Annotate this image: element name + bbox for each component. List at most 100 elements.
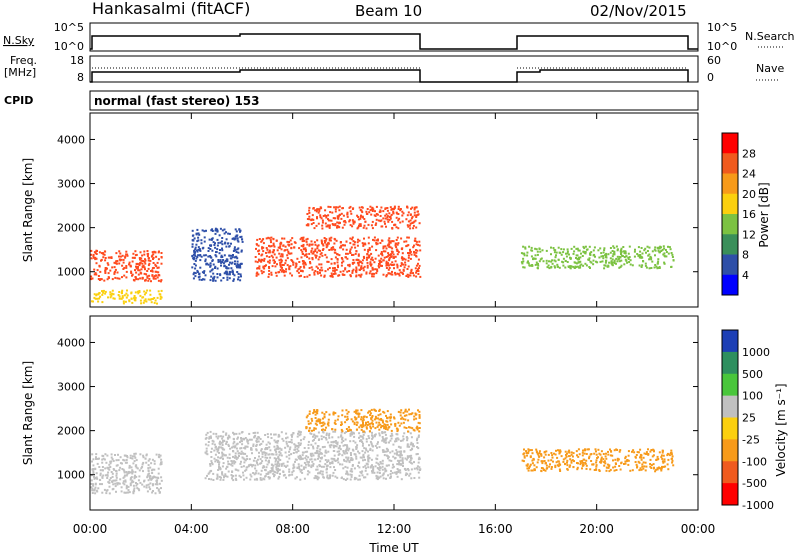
velocity-data-cell <box>156 479 159 482</box>
power-data-cell <box>361 262 364 265</box>
x-tick-label: 12:00 <box>377 522 412 536</box>
power-data-cell <box>413 214 416 217</box>
power-data-cell <box>348 219 351 222</box>
power-data-cell <box>209 265 212 268</box>
power-data-cell <box>131 256 134 259</box>
power-data-cell <box>213 275 216 278</box>
velocity-data-cell <box>267 453 270 456</box>
power-data-cell <box>320 240 323 243</box>
power-data-cell <box>409 219 412 222</box>
velocity-data-cell <box>418 410 421 413</box>
velocity-data-cell <box>321 456 323 459</box>
velocity-data-cell <box>129 471 132 474</box>
power-data-cell <box>279 265 282 268</box>
power-data-cell <box>306 256 309 258</box>
power-data-cell <box>320 217 323 220</box>
power-data-cell <box>388 240 391 243</box>
nave-tick-bottom: 0 <box>707 71 714 84</box>
velocity-data-cell <box>588 457 590 460</box>
power-data-cell <box>589 260 592 263</box>
velocity-data-cell <box>299 470 302 473</box>
power-data-cell <box>376 242 379 245</box>
velocity-data-cell <box>576 468 579 471</box>
velocity-data-cell <box>231 464 234 467</box>
power-data-cell <box>277 246 280 249</box>
power-data-cell <box>415 254 417 257</box>
power-data-cell <box>389 263 392 266</box>
power-data-cell <box>125 266 128 269</box>
velocity-data-cell <box>257 440 260 443</box>
velocity-data-cell <box>624 455 627 458</box>
power-data-cell <box>281 255 284 258</box>
power-data-cell <box>265 255 268 258</box>
power-data-cell <box>153 301 156 304</box>
power-data-cell <box>149 289 152 292</box>
velocity-data-cell <box>378 469 381 472</box>
power-data-cell <box>194 267 197 270</box>
power-data-cell <box>224 260 227 263</box>
velocity-data-cell <box>136 467 139 470</box>
power-data-cell <box>210 256 213 259</box>
velocity-data-cell <box>297 432 299 435</box>
power-data-cell <box>575 257 577 259</box>
velocity-data-cell <box>609 448 611 451</box>
velocity-data-cell <box>418 430 421 433</box>
velocity-data-cell <box>210 462 213 464</box>
power-data-cell <box>332 273 335 275</box>
power-data-cell <box>418 264 421 267</box>
power-data-cell <box>357 254 360 257</box>
power-data-cell <box>578 249 581 252</box>
power-data-cell <box>320 207 323 210</box>
velocity-data-cell <box>124 480 127 483</box>
velocity-data-cell <box>607 450 609 453</box>
velocity-data-cell <box>541 460 544 463</box>
power-data-cell <box>195 232 198 235</box>
velocity-data-cell <box>307 447 310 450</box>
velocity-data-cell <box>94 486 97 489</box>
velocity-data-cell <box>152 476 155 479</box>
velocity-data-cell <box>142 470 144 473</box>
velocity-data-cell <box>416 428 419 431</box>
velocity-data-cell <box>378 421 381 424</box>
velocity-data-cell <box>358 452 361 455</box>
velocity-data-cell <box>302 438 305 441</box>
velocity-data-cell <box>273 475 275 478</box>
power-data-cell <box>232 250 235 252</box>
power-data-cell <box>605 259 608 262</box>
power-data-cell <box>149 259 152 262</box>
velocity-data-cell <box>124 474 126 477</box>
velocity-data-cell <box>277 439 280 442</box>
velocity-data-cell <box>243 478 245 481</box>
power-data-cell <box>645 251 647 254</box>
velocity-data-cell <box>228 436 231 438</box>
power-data-cell <box>336 215 339 218</box>
velocity-data-cell <box>404 474 407 477</box>
power-data-cell <box>620 252 623 254</box>
power-data-cell <box>588 266 591 268</box>
velocity-data-cell <box>364 447 367 450</box>
velocity-data-cell <box>272 453 275 456</box>
power-data-cell <box>340 257 343 259</box>
velocity-data-cell <box>304 457 307 460</box>
velocity-data-cell <box>655 458 658 461</box>
velocity-data-cell <box>527 450 530 453</box>
velocity-data-cell <box>275 458 278 461</box>
velocity-data-cell <box>215 445 217 448</box>
velocity-data-cell <box>356 412 359 415</box>
power-data-cell <box>605 252 608 255</box>
velocity-data-cell <box>307 422 310 425</box>
velocity-data-cell <box>206 474 208 477</box>
velocity-colorbar-tick: -500 <box>742 477 767 490</box>
power-data-cell <box>671 253 674 256</box>
velocity-data-cell <box>400 454 403 457</box>
velocity-data-cell <box>307 456 310 459</box>
power-data-cell <box>91 300 93 303</box>
power-data-cell <box>566 250 569 253</box>
velocity-data-cell <box>223 476 225 479</box>
velocity-data-cell <box>367 450 369 453</box>
velocity-data-cell <box>667 458 670 461</box>
velocity-data-cell <box>594 448 597 451</box>
power-data-cell <box>346 270 349 273</box>
velocity-data-cell <box>216 461 219 463</box>
velocity-data-cell <box>250 447 253 450</box>
